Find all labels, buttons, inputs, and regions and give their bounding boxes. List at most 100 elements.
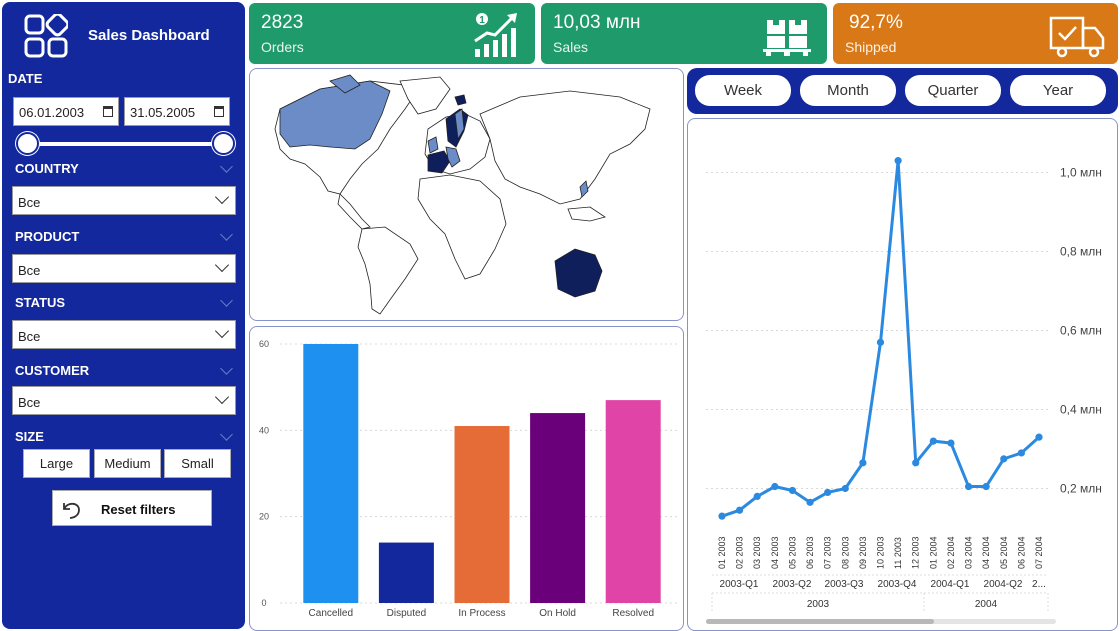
reset-filters-label: Reset filters <box>101 502 176 517</box>
world-map[interactable] <box>250 69 683 320</box>
line-data-point <box>982 482 990 491</box>
country-select-value: Все <box>18 195 41 210</box>
line-data-point <box>947 439 955 447</box>
size-medium-button[interactable]: Medium <box>94 449 161 478</box>
date-range-slider[interactable] <box>28 142 226 146</box>
date-from-value: 06.01.2003 <box>19 105 85 120</box>
line-xtick-label: 03 2004 <box>964 536 974 569</box>
bar-category-label: Disputed <box>387 608 426 619</box>
country-select[interactable]: Все <box>12 186 236 215</box>
line-data-point <box>771 482 779 491</box>
line-year-label: 2004 <box>975 599 998 610</box>
line-xtick-label: 06 2004 <box>1016 536 1026 569</box>
slider-start-handle[interactable] <box>16 132 39 155</box>
line-xtick-label: 05 2004 <box>999 536 1009 569</box>
shipped-kpi-card: 92,7% Shipped <box>833 3 1118 64</box>
line-xtick-label: 03 2003 <box>752 536 762 569</box>
calendar-icon[interactable] <box>103 106 113 117</box>
line-data-point <box>718 512 726 520</box>
shipped-value: 92,7% <box>849 12 903 33</box>
undo-arrow-icon <box>63 502 80 519</box>
sales-map-panel[interactable] <box>249 68 684 321</box>
bar-on-hold <box>530 413 586 603</box>
orders-label: Orders <box>261 39 304 55</box>
bar-category-label: In Process <box>458 608 505 619</box>
reset-filters-button[interactable]: Reset filters <box>52 490 212 526</box>
line-data-point <box>894 157 902 165</box>
chevron-down-icon[interactable] <box>220 294 233 307</box>
svg-text:1: 1 <box>479 15 485 26</box>
bar-category-label: Cancelled <box>309 608 353 619</box>
line-xtick-label: 04 2003 <box>770 536 780 569</box>
bar-ytick-label: 0 <box>261 598 266 608</box>
chevron-down-icon[interactable] <box>220 362 233 375</box>
filter-sidebar: Sales Dashboard DATE 06.01.2003 31.05.20… <box>2 2 245 629</box>
bar-category-label: Resolved <box>612 608 654 619</box>
chevron-down-icon <box>214 323 230 339</box>
line-xtick-label: 01 2003 <box>717 536 727 569</box>
product-select[interactable]: Все <box>12 254 236 283</box>
bar-ytick-label: 20 <box>259 512 269 522</box>
line-ytick-label: 0,6 млн <box>1060 324 1102 338</box>
size-filter-label: SIZE <box>15 429 44 444</box>
chevron-down-icon[interactable] <box>220 428 233 441</box>
orders-value: 2823 <box>261 12 304 33</box>
period-year-button[interactable]: Year <box>1010 75 1106 106</box>
chevron-down-icon <box>214 257 230 273</box>
status-bar-chart: 0 20 40 60 Cancelled Disputed In Process On Hol… <box>259 339 678 619</box>
line-quarter-label: 2... <box>1032 579 1046 590</box>
line-xtick-label: 07 2004 <box>1034 536 1044 569</box>
chart-scrollbar-thumb[interactable] <box>706 619 934 624</box>
bar-in-process <box>454 426 510 603</box>
line-data-point <box>1017 449 1025 457</box>
line-ytick-label: 1,0 млн <box>1060 166 1102 180</box>
country-filter-label: COUNTRY <box>15 161 79 176</box>
line-data-point <box>824 488 832 497</box>
period-week-button[interactable]: Week <box>695 75 791 106</box>
bar-category-label: On Hold <box>539 608 576 619</box>
date-from-input[interactable]: 06.01.2003 <box>13 97 119 126</box>
bar-resolved <box>605 400 661 603</box>
line-xtick-label: 02 2003 <box>735 536 745 569</box>
line-ytick-label: 0,8 млн <box>1060 245 1102 259</box>
bar-cancelled <box>303 344 359 603</box>
bar-disputed <box>378 542 434 603</box>
app-title: Sales Dashboard <box>88 27 210 44</box>
chevron-down-icon <box>214 389 230 405</box>
bar-ytick-label: 40 <box>259 425 269 435</box>
line-data-point <box>876 338 885 346</box>
line-data-point <box>788 486 797 495</box>
sales-line-series <box>721 160 1041 518</box>
line-data-point <box>1035 433 1043 441</box>
period-quarter-button[interactable]: Quarter <box>905 75 1001 106</box>
product-select-value: Все <box>18 263 41 278</box>
orders-kpi-card: 2823 Orders 1 <box>249 3 535 64</box>
status-select[interactable]: Все <box>12 320 236 349</box>
product-filter-label: PRODUCT <box>15 229 80 244</box>
line-data-point <box>806 498 814 506</box>
size-large-button[interactable]: Large <box>23 449 90 478</box>
delivery-truck-icon <box>1049 16 1105 58</box>
line-ytick-label: 0,2 млн <box>1060 482 1102 496</box>
line-xtick-label: 09 2003 <box>858 536 868 569</box>
slider-end-handle[interactable] <box>212 132 235 155</box>
size-small-button[interactable]: Small <box>164 449 231 478</box>
line-xtick-label: 02 2004 <box>946 536 956 569</box>
line-ytick-label: 0,4 млн <box>1060 403 1102 417</box>
line-quarter-label: 2003-Q4 <box>878 579 917 590</box>
dashboard-logo-icon <box>24 14 68 58</box>
customer-select-value: Все <box>18 395 41 410</box>
chevron-down-icon <box>214 189 230 205</box>
line-xtick-label: 04 2004 <box>981 536 991 569</box>
sales-kpi-card: 10,03 млн Sales <box>541 3 827 64</box>
chevron-down-icon[interactable] <box>220 160 233 173</box>
date-to-input[interactable]: 31.05.2005 <box>124 97 230 126</box>
period-month-button[interactable]: Month <box>800 75 896 106</box>
line-quarter-label: 2004-Q1 <box>931 579 970 590</box>
line-data-point <box>841 484 849 493</box>
chevron-down-icon[interactable] <box>220 228 233 241</box>
status-select-value: Все <box>18 329 41 344</box>
calendar-icon[interactable] <box>214 106 224 117</box>
line-xtick-label: 10 2003 <box>876 536 886 569</box>
customer-select[interactable]: Все <box>12 386 236 415</box>
